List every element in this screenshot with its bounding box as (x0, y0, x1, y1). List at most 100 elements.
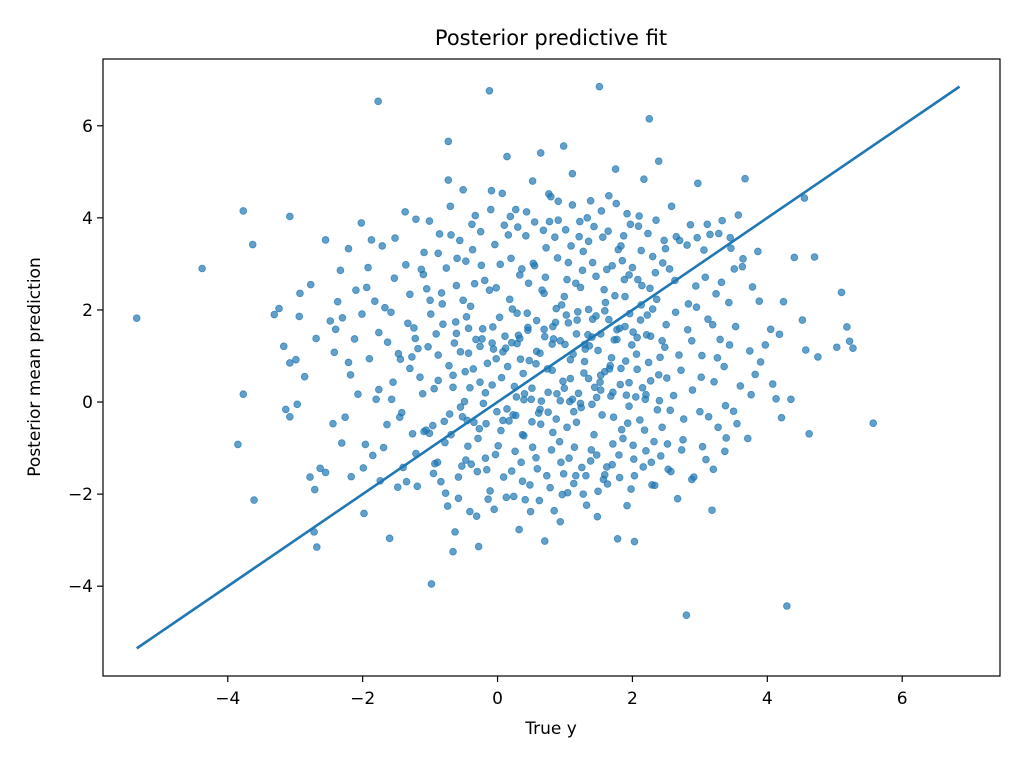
data-point (560, 292, 569, 301)
data-point (734, 211, 743, 219)
data-point (642, 390, 650, 399)
data-point (454, 473, 463, 481)
data-point (456, 403, 465, 411)
data-point (505, 295, 514, 304)
data-point (625, 378, 633, 387)
data-point (530, 218, 539, 226)
data-point (513, 223, 522, 231)
data-point (364, 263, 372, 272)
data-point (612, 199, 621, 208)
data-point (464, 324, 473, 333)
data-point (584, 305, 593, 314)
data-point (559, 377, 567, 386)
data-point (492, 354, 501, 363)
data-point (519, 369, 527, 378)
data-point (442, 264, 451, 272)
data-point (575, 232, 583, 241)
data-point (551, 318, 560, 327)
data-point (485, 86, 494, 95)
y-axis-label: Posterior mean prediction (25, 257, 45, 476)
x-tick-label: −2 (350, 689, 375, 709)
data-point (572, 330, 581, 338)
data-point (433, 458, 442, 467)
data-point (622, 391, 631, 399)
data-point (787, 395, 795, 404)
data-point (661, 244, 670, 253)
data-point (619, 434, 627, 443)
data-point (385, 534, 394, 543)
data-point (435, 230, 444, 238)
data-point (550, 506, 558, 515)
data-point (590, 222, 598, 231)
data-point (428, 421, 437, 430)
data-point (512, 393, 521, 401)
data-point (410, 324, 418, 332)
data-point (306, 473, 314, 481)
data-point (408, 429, 417, 438)
data-point (521, 495, 529, 504)
data-point (508, 305, 517, 313)
data-point (378, 242, 387, 250)
data-point (637, 246, 645, 255)
data-point (449, 371, 457, 380)
data-point (693, 233, 701, 242)
data-point (441, 489, 450, 498)
data-point (461, 367, 469, 376)
data-point (605, 191, 613, 200)
data-point (777, 413, 786, 422)
data-point (425, 217, 434, 225)
data-point (662, 320, 670, 329)
data-point (772, 395, 780, 403)
data-point (451, 318, 460, 326)
data-point (814, 353, 822, 361)
data-point (754, 247, 762, 256)
data-point (713, 354, 722, 362)
data-point (468, 220, 476, 229)
data-point (464, 442, 472, 451)
data-point (526, 481, 534, 489)
data-point (709, 465, 718, 474)
data-point (440, 417, 449, 426)
data-point (424, 342, 432, 351)
data-point (800, 194, 809, 202)
data-point (480, 276, 489, 285)
data-point (798, 316, 807, 324)
data-point (592, 451, 601, 459)
y-tick-label: −2 (68, 485, 93, 505)
data-point (743, 434, 752, 443)
data-point (683, 325, 692, 334)
data-point (665, 265, 674, 273)
data-point (515, 334, 524, 343)
y-tick-label: 6 (82, 117, 93, 137)
data-point (629, 441, 637, 450)
data-point (730, 265, 739, 273)
data-point (406, 364, 414, 373)
x-tick-label: 0 (492, 689, 503, 709)
data-point (633, 365, 641, 374)
data-point (522, 232, 530, 240)
data-point (700, 246, 708, 254)
data-point (476, 342, 484, 351)
data-point (426, 296, 434, 305)
data-point (580, 369, 588, 377)
data-point (447, 231, 455, 239)
data-point (638, 383, 647, 392)
data-point (629, 328, 637, 336)
data-point (745, 347, 754, 355)
data-point (486, 487, 494, 495)
data-point (556, 396, 565, 405)
data-point (306, 280, 315, 289)
data-point (647, 458, 656, 467)
data-point (330, 348, 339, 357)
data-point (609, 388, 617, 397)
data-point (687, 475, 696, 484)
data-point (395, 413, 404, 422)
data-point (578, 266, 587, 275)
data-point (722, 434, 730, 442)
data-point (474, 542, 483, 551)
x-tick-label: 4 (762, 689, 773, 709)
data-point (525, 356, 534, 365)
data-point (422, 284, 431, 293)
data-point (721, 401, 730, 410)
data-point (631, 393, 640, 401)
